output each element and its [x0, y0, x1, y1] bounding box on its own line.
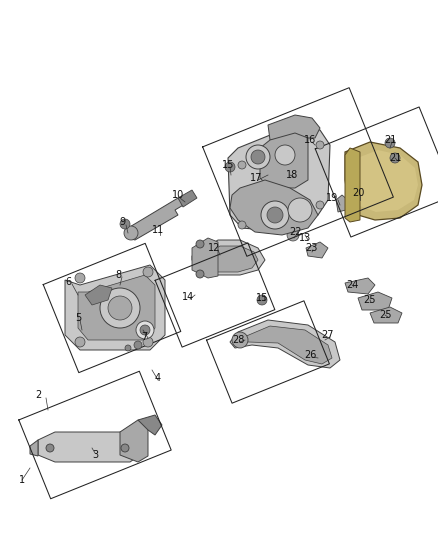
- Polygon shape: [138, 415, 162, 435]
- Text: 25: 25: [363, 295, 375, 305]
- Text: 2: 2: [35, 390, 41, 400]
- Text: 10: 10: [172, 190, 184, 200]
- Circle shape: [251, 150, 265, 164]
- Polygon shape: [178, 190, 197, 207]
- Polygon shape: [128, 198, 185, 240]
- Circle shape: [196, 270, 204, 278]
- Text: 27: 27: [322, 330, 334, 340]
- Circle shape: [316, 141, 324, 149]
- Circle shape: [232, 332, 248, 348]
- Polygon shape: [85, 285, 112, 305]
- Text: 22: 22: [289, 227, 301, 237]
- Circle shape: [143, 337, 153, 347]
- Text: 21: 21: [389, 153, 401, 163]
- Polygon shape: [345, 142, 422, 220]
- Circle shape: [390, 153, 400, 163]
- Polygon shape: [228, 125, 330, 230]
- Polygon shape: [78, 275, 155, 340]
- Circle shape: [124, 226, 138, 240]
- Circle shape: [275, 145, 295, 165]
- Text: 23: 23: [305, 243, 317, 253]
- Circle shape: [121, 444, 129, 452]
- Text: 9: 9: [119, 217, 125, 227]
- Circle shape: [140, 325, 150, 335]
- Circle shape: [261, 201, 289, 229]
- Circle shape: [257, 295, 267, 305]
- Text: 1: 1: [19, 475, 25, 485]
- Circle shape: [108, 296, 132, 320]
- Polygon shape: [358, 292, 392, 310]
- Circle shape: [246, 145, 270, 169]
- Text: 13: 13: [299, 233, 311, 243]
- Circle shape: [46, 444, 54, 452]
- Polygon shape: [260, 133, 308, 188]
- Text: 3: 3: [92, 450, 98, 460]
- Text: 18: 18: [286, 170, 298, 180]
- Polygon shape: [358, 190, 375, 206]
- Circle shape: [385, 138, 395, 148]
- Polygon shape: [370, 307, 402, 323]
- Circle shape: [75, 337, 85, 347]
- Circle shape: [100, 288, 140, 328]
- Text: 26: 26: [304, 350, 316, 360]
- Circle shape: [238, 221, 246, 229]
- Polygon shape: [244, 326, 332, 364]
- Polygon shape: [200, 246, 258, 272]
- Text: 16: 16: [304, 135, 316, 145]
- Text: 25: 25: [380, 310, 392, 320]
- Polygon shape: [38, 432, 140, 462]
- Text: 6: 6: [65, 277, 71, 287]
- Polygon shape: [192, 238, 218, 278]
- Circle shape: [125, 345, 131, 351]
- Polygon shape: [230, 320, 340, 368]
- Text: 28: 28: [232, 335, 244, 345]
- Polygon shape: [345, 278, 375, 294]
- Text: 19: 19: [326, 193, 338, 203]
- Text: 15: 15: [256, 293, 268, 303]
- Polygon shape: [230, 180, 318, 235]
- Polygon shape: [120, 420, 148, 462]
- Text: 7: 7: [141, 332, 147, 342]
- Circle shape: [288, 198, 312, 222]
- Text: 8: 8: [115, 270, 121, 280]
- Circle shape: [134, 341, 142, 349]
- Polygon shape: [350, 150, 418, 212]
- Circle shape: [225, 162, 235, 172]
- Polygon shape: [306, 242, 328, 258]
- Text: 15: 15: [222, 160, 234, 170]
- Text: 11: 11: [152, 225, 164, 235]
- Polygon shape: [30, 440, 38, 456]
- Polygon shape: [336, 195, 348, 212]
- Circle shape: [238, 161, 246, 169]
- Text: 21: 21: [384, 135, 396, 145]
- Circle shape: [75, 273, 85, 283]
- Polygon shape: [192, 240, 265, 275]
- Circle shape: [120, 219, 130, 229]
- Circle shape: [143, 267, 153, 277]
- Circle shape: [316, 201, 324, 209]
- Circle shape: [136, 321, 154, 339]
- Text: 4: 4: [155, 373, 161, 383]
- Text: 17: 17: [250, 173, 262, 183]
- Circle shape: [196, 240, 204, 248]
- Polygon shape: [268, 115, 320, 140]
- Text: 24: 24: [346, 280, 358, 290]
- Circle shape: [287, 229, 299, 241]
- Polygon shape: [345, 148, 360, 222]
- Polygon shape: [65, 265, 165, 350]
- Text: 12: 12: [208, 243, 220, 253]
- Text: 5: 5: [75, 313, 81, 323]
- Text: 20: 20: [352, 188, 364, 198]
- Text: 14: 14: [182, 292, 194, 302]
- Circle shape: [267, 207, 283, 223]
